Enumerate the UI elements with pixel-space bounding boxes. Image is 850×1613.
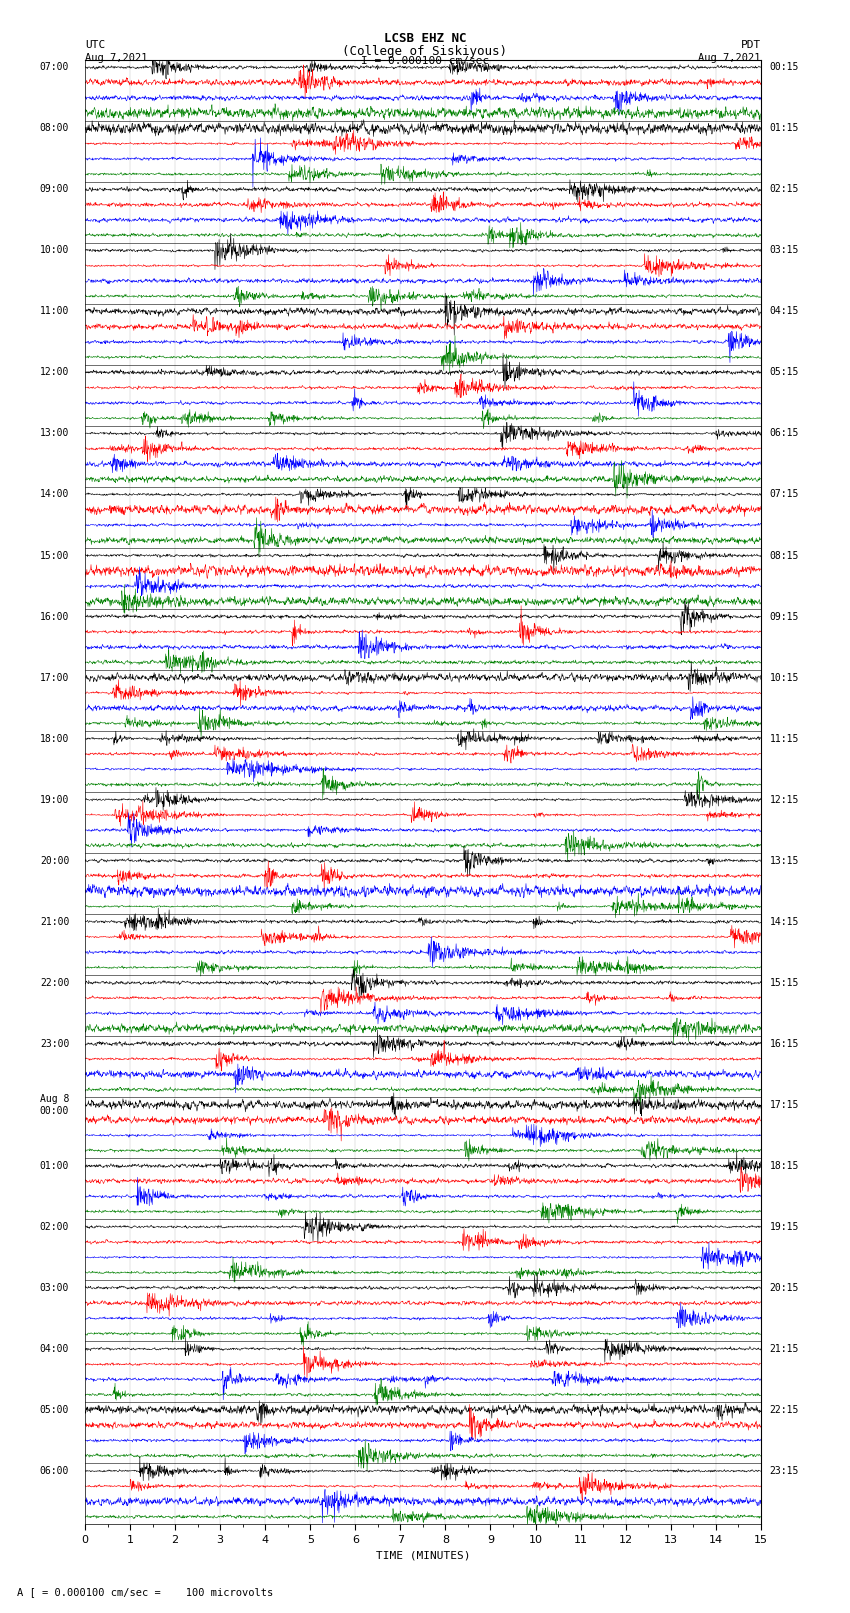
Text: 00:15: 00:15 [770,63,799,73]
Text: 14:15: 14:15 [770,916,799,926]
Text: (College of Siskiyous): (College of Siskiyous) [343,45,507,58]
Text: 07:15: 07:15 [770,489,799,500]
Text: 23:15: 23:15 [770,1466,799,1476]
Text: 04:15: 04:15 [770,306,799,316]
Text: Aug 7,2021: Aug 7,2021 [698,53,761,63]
Text: 03:15: 03:15 [770,245,799,255]
Text: UTC: UTC [85,40,105,50]
Text: 13:15: 13:15 [770,855,799,866]
X-axis label: TIME (MINUTES): TIME (MINUTES) [376,1550,470,1560]
Text: 07:00: 07:00 [40,63,69,73]
Text: 20:00: 20:00 [40,855,69,866]
Text: 21:15: 21:15 [770,1344,799,1353]
Text: 10:15: 10:15 [770,673,799,682]
Text: 13:00: 13:00 [40,429,69,439]
Text: A [ = 0.000100 cm/sec =    100 microvolts: A [ = 0.000100 cm/sec = 100 microvolts [17,1587,273,1597]
Text: 22:00: 22:00 [40,977,69,987]
Text: 16:00: 16:00 [40,611,69,621]
Text: 19:00: 19:00 [40,795,69,805]
Text: Aug 7,2021: Aug 7,2021 [85,53,148,63]
Text: 02:15: 02:15 [770,184,799,194]
Text: 11:00: 11:00 [40,306,69,316]
Text: 15:00: 15:00 [40,550,69,560]
Text: 06:00: 06:00 [40,1466,69,1476]
Text: 17:00: 17:00 [40,673,69,682]
Text: 05:00: 05:00 [40,1405,69,1415]
Text: 19:15: 19:15 [770,1221,799,1232]
Text: 04:00: 04:00 [40,1344,69,1353]
Text: 06:15: 06:15 [770,429,799,439]
Text: PDT: PDT [740,40,761,50]
Text: 08:00: 08:00 [40,123,69,134]
Text: 16:15: 16:15 [770,1039,799,1048]
Text: 23:00: 23:00 [40,1039,69,1048]
Text: 14:00: 14:00 [40,489,69,500]
Text: 20:15: 20:15 [770,1282,799,1292]
Text: 18:15: 18:15 [770,1161,799,1171]
Text: 08:15: 08:15 [770,550,799,560]
Text: 03:00: 03:00 [40,1282,69,1292]
Text: 21:00: 21:00 [40,916,69,926]
Text: LCSB EHZ NC: LCSB EHZ NC [383,32,467,45]
Text: 18:00: 18:00 [40,734,69,744]
Text: 12:15: 12:15 [770,795,799,805]
Text: 09:00: 09:00 [40,184,69,194]
Text: 01:00: 01:00 [40,1161,69,1171]
Text: 17:15: 17:15 [770,1100,799,1110]
Text: 11:15: 11:15 [770,734,799,744]
Text: I = 0.000100 cm/sec: I = 0.000100 cm/sec [361,56,489,66]
Text: 02:00: 02:00 [40,1221,69,1232]
Text: 10:00: 10:00 [40,245,69,255]
Text: 01:15: 01:15 [770,123,799,134]
Text: 05:15: 05:15 [770,368,799,377]
Text: Aug 8
00:00: Aug 8 00:00 [40,1094,69,1116]
Text: 12:00: 12:00 [40,368,69,377]
Text: 22:15: 22:15 [770,1405,799,1415]
Text: 15:15: 15:15 [770,977,799,987]
Text: 09:15: 09:15 [770,611,799,621]
